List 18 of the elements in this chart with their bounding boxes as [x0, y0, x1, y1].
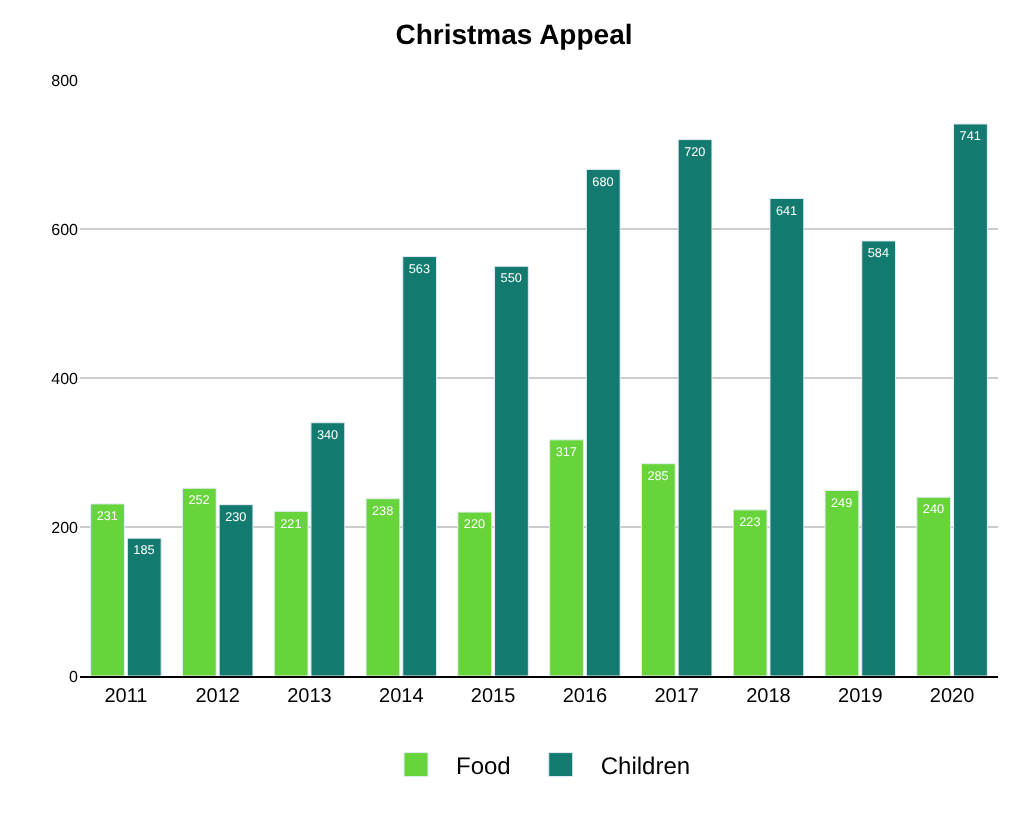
x-tick-label: 2020 [929, 686, 976, 708]
x-tick-label: 2015 [470, 686, 517, 708]
y-tick-label: 800 [51, 71, 80, 90]
x-tick-label: 2011 [104, 686, 149, 708]
x-tick-label: 2018 [746, 686, 792, 708]
y-tick-label: 0 [69, 667, 80, 686]
y-tick-label: 600 [51, 220, 80, 239]
legend-label: Children [600, 751, 691, 780]
chart-title: Christmas Appeal [395, 18, 633, 51]
x-tick-label: 2017 [654, 686, 700, 708]
x-tick-label: 2013 [287, 686, 333, 708]
y-tick-label: 400 [51, 369, 80, 388]
x-tick-label: 2014 [379, 686, 425, 708]
y-tick-label: 200 [51, 518, 80, 537]
legend-label: Food [456, 751, 511, 780]
x-tick-label: 2019 [838, 686, 884, 708]
x-tick-label: 2016 [562, 686, 609, 708]
x-tick-label: 2012 [195, 686, 241, 708]
